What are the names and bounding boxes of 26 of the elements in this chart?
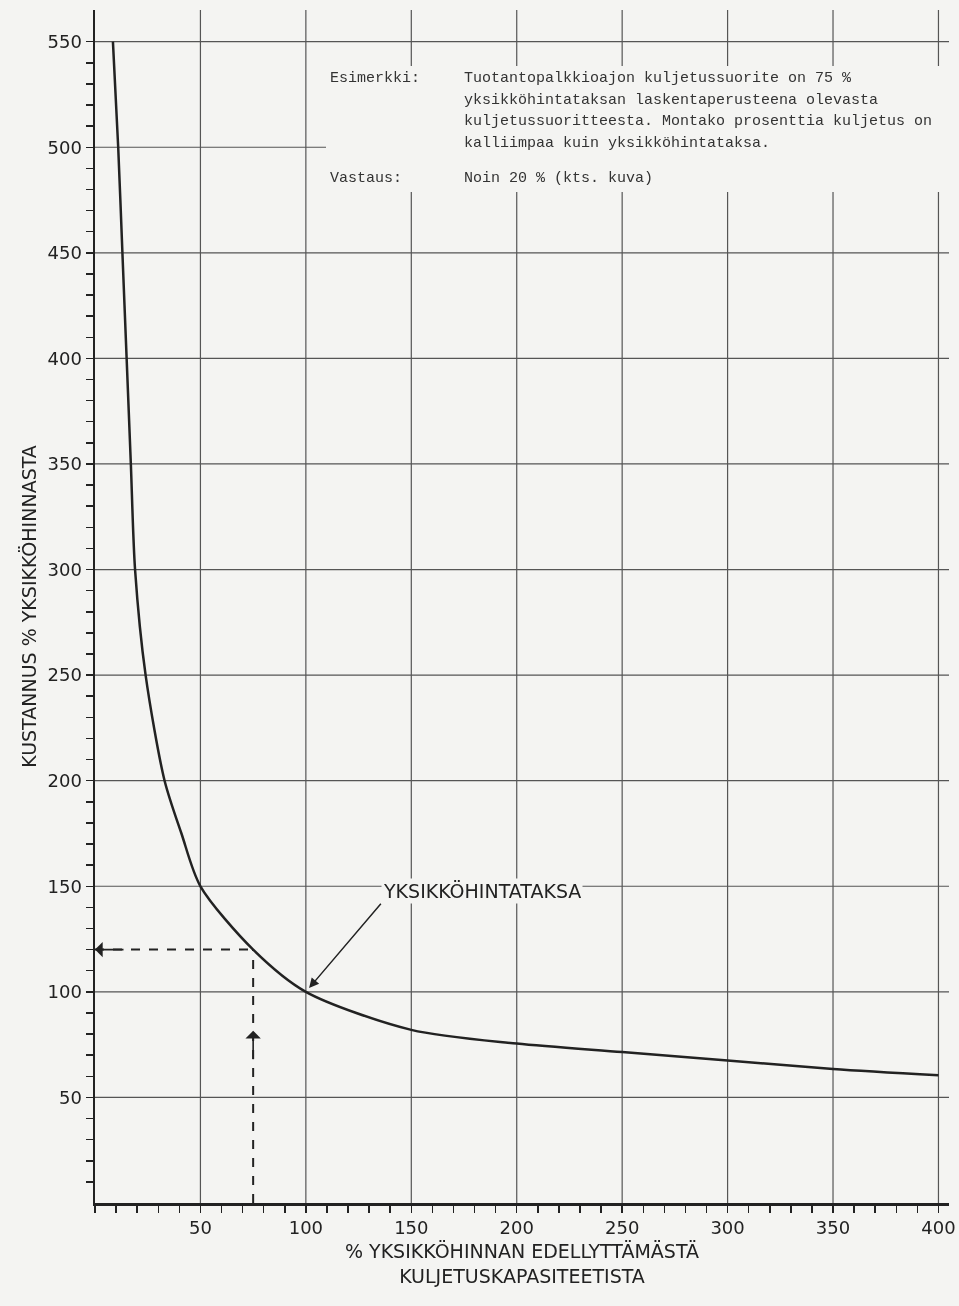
annotation: Esimerkki: [330,69,421,89]
x-tick-label: 150 [394,1217,429,1239]
y-axis-title: KUSTANNUS % YKSIKKÖHINNASTA [18,445,41,768]
x-tick-label: 300 [710,1217,745,1239]
x-tick-label: 50 [188,1217,212,1239]
y-tick-label: 500 [47,136,82,158]
y-tick-label: 300 [47,558,82,580]
y-tick-label: 200 [47,770,82,791]
y-tick-label: 50 [58,1086,82,1108]
y-tick-label: 250 [47,664,82,686]
x-tick-label: 350 [815,1217,851,1239]
y-tick-label: 450 [47,242,82,264]
annotation: Vastaus: [330,169,403,189]
annotation: Noin 20 % (kts. kuva) [464,169,655,189]
annotation: YKSIKKÖHINTATAKSA [383,880,582,902]
y-tick-label: 150 [47,875,82,897]
x-tick-label: 400 [921,1217,956,1239]
x-tick-label: 200 [499,1217,534,1239]
x-axis-title: % YKSIKKÖHINNAN EDELLYTTÄMÄSTÄ KULJETUSKAPASITEETISTA [344,1240,700,1287]
y-tick-label: 400 [47,347,82,369]
y-tick-label: 100 [47,981,82,1003]
x-tick-label: 100 [288,1217,324,1239]
x-tick-label: 250 [604,1217,640,1239]
y-tick-label: 550 [47,30,82,52]
y-tick-label: 350 [47,453,82,475]
annotation: Tuotantopalkkioajon kuljetussuorite on 75 % yksikköhintataksan laskentaperusteena olevasta kuljetussuoritteesta. Montako prosenttia kuljetus on kalliimpaa kuin yksikköhintataksa. [464,69,934,154]
